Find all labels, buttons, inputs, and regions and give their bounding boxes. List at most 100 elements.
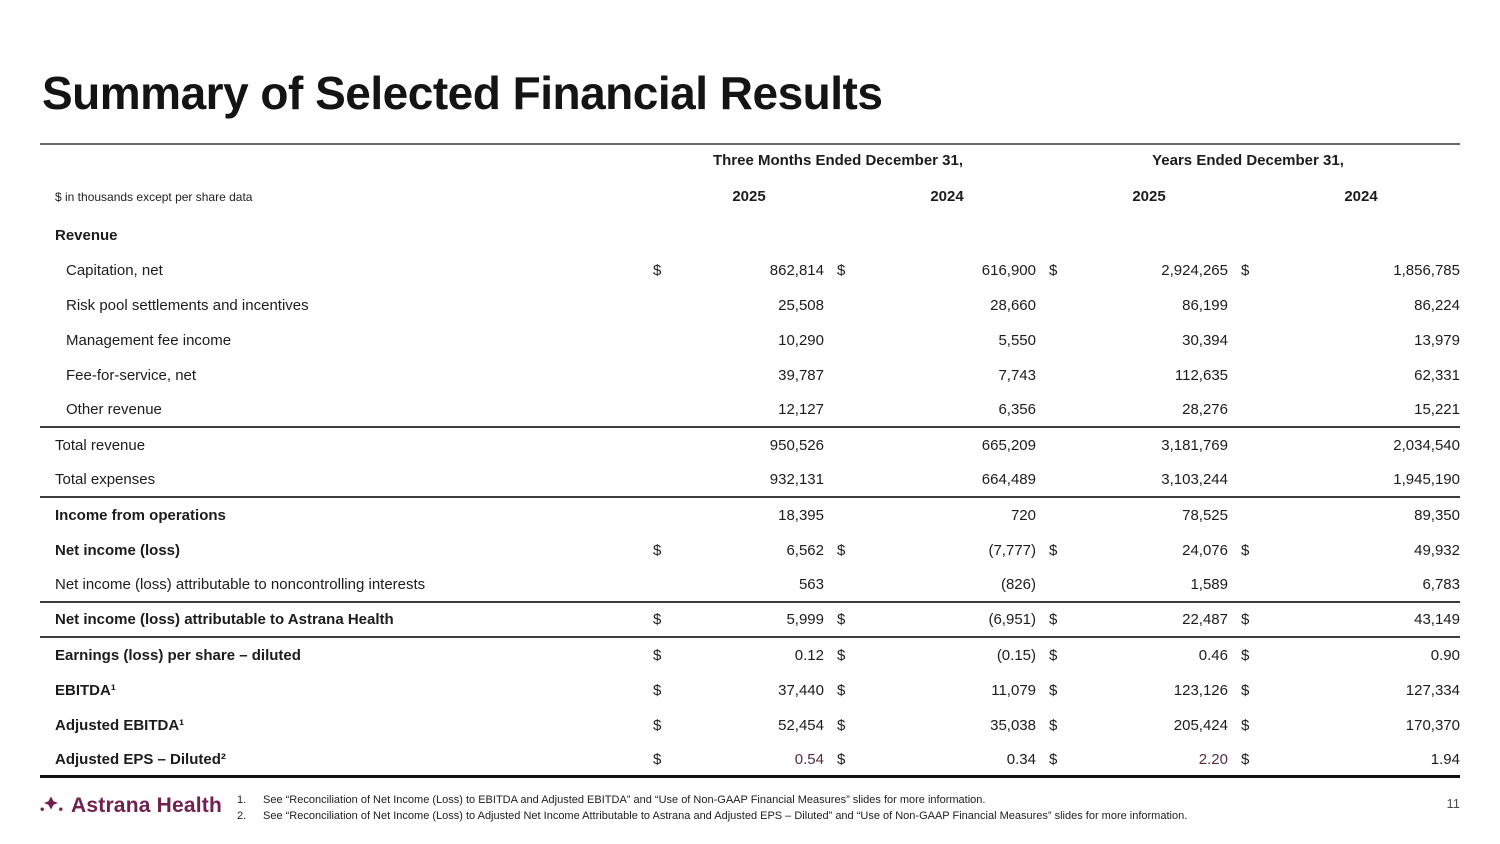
astrana-logo-icon [40, 795, 64, 818]
cell-value: 25,508 [778, 297, 824, 314]
cell-value: 0.12 [794, 647, 824, 664]
cell-value: 127,334 [1405, 682, 1460, 699]
units-note: $ in thousands except per share data [55, 189, 253, 204]
currency-symbol: $ [1241, 647, 1250, 664]
cell-value: 0.54 [794, 750, 824, 768]
cell-value: 7,743 [998, 367, 1036, 384]
currency-symbol: $ [1241, 682, 1250, 699]
cell-value: (0.15) [996, 647, 1036, 664]
company-logo: Astrana Health [40, 794, 237, 818]
cell-value: 112,635 [1174, 367, 1228, 384]
cell-value: 86,199 [1182, 297, 1228, 314]
table-row: Management fee income 10,290 5,550 30,394 13… [40, 323, 1460, 358]
cell-value: 78,525 [1182, 507, 1228, 524]
cell-value: 123,126 [1173, 682, 1228, 699]
currency-symbol: $ [837, 682, 846, 699]
cell-value: 665,209 [981, 437, 1036, 454]
table-row: Other revenue 12,127 6,356 28,276 15,221 [40, 393, 1460, 428]
cell-value: 1.94 [1430, 750, 1460, 768]
cell-value: 0.90 [1430, 647, 1460, 664]
currency-symbol: $ [653, 542, 662, 559]
cell-value: 563 [798, 576, 824, 593]
currency-symbol: $ [1049, 717, 1058, 734]
cell-value: 28,276 [1182, 401, 1228, 418]
cell-value: 3,103,244 [1161, 471, 1228, 488]
cell-value: 616,900 [981, 262, 1036, 279]
currency-symbol: $ [1049, 262, 1058, 279]
slide-footer: Astrana Health 1. See “Reconciliation of… [40, 788, 1460, 824]
cell-value: 5,550 [998, 332, 1036, 349]
currency-symbol: $ [653, 750, 662, 768]
row-label: Earnings (loss) per share – diluted [55, 647, 301, 664]
table-row: Earnings (loss) per share – diluted $0.12… [40, 638, 1460, 673]
table-body: Revenue Capitation, net $862,814 $616,900 $2… [40, 218, 1460, 778]
table-row: Total revenue 950,526 665,209 3,181,769 2,03… [40, 428, 1460, 463]
cell-value: 12,127 [778, 401, 824, 418]
row-label: Other revenue [66, 401, 162, 418]
table-row: Capitation, net $862,814 $616,900 $2,924,26… [40, 253, 1460, 288]
footnote-number: 1. [237, 794, 247, 806]
cell-value: 39,787 [778, 367, 824, 384]
footnote-2: 2. See “Reconciliation of Net Income (Lo… [237, 808, 1400, 824]
currency-symbol: $ [1241, 750, 1250, 768]
currency-symbol: $ [837, 750, 846, 768]
table-row: EBITDA¹ $37,440 $11,079 $123,126 $127,334 [40, 673, 1460, 708]
currency-symbol: $ [653, 611, 662, 628]
cell-value: 6,356 [998, 401, 1036, 418]
cell-value: 18,395 [778, 507, 824, 524]
currency-symbol: $ [1241, 717, 1250, 734]
footnote-number: 2. [237, 810, 247, 822]
col-group-years: Years Ended December 31, [1152, 151, 1344, 169]
table-row: Income from operations 18,395 720 78,525 89,… [40, 498, 1460, 533]
cell-value: 62,331 [1414, 367, 1460, 384]
cell-value: 950,526 [769, 437, 824, 454]
cell-value: 35,038 [990, 717, 1036, 734]
currency-symbol: $ [653, 262, 662, 279]
cell-value: 1,856,785 [1393, 262, 1460, 279]
currency-symbol: $ [1049, 750, 1058, 768]
currency-symbol: $ [1049, 611, 1058, 628]
cell-value: 22,487 [1182, 611, 1228, 628]
row-label: Fee-for-service, net [66, 367, 197, 384]
cell-value: 2,034,540 [1393, 437, 1460, 454]
column-group-header-row: Three Months Ended December 31, Years En… [40, 145, 1460, 175]
table-row: Fee-for-service, net 39,787 7,743 112,635 62… [40, 358, 1460, 393]
table-row: Adjusted EPS – Diluted² $0.54 $0.34 $2.20 $1… [40, 743, 1460, 778]
cell-value: 0.34 [1006, 750, 1036, 768]
currency-symbol: $ [1241, 611, 1250, 628]
cell-value: 24,076 [1182, 542, 1228, 559]
table-row: Adjusted EBITDA¹ $52,454 $35,038 $205,424 $1… [40, 708, 1460, 743]
row-label: Income from operations [55, 507, 226, 524]
cell-value: 1,589 [1190, 576, 1228, 593]
footnote-text: See “Reconciliation of Net Income (Loss)… [263, 810, 1188, 822]
year-header: 2024 [1344, 188, 1378, 205]
table-row: Net income (loss) $6,562 $ (7,777) $24,076 $4… [40, 533, 1460, 568]
cell-value: 86,224 [1414, 297, 1460, 314]
currency-symbol: $ [837, 262, 846, 279]
cell-value: (7,777) [988, 542, 1036, 559]
currency-symbol: $ [1049, 647, 1058, 664]
footnote-1: 1. See “Reconciliation of Net Income (Lo… [237, 792, 1400, 808]
cell-value: 205,424 [1173, 717, 1228, 734]
cell-value: 52,454 [778, 717, 824, 734]
row-label: Total revenue [55, 437, 146, 454]
row-label: Net income (loss) attributable to noncon… [55, 576, 426, 593]
footnote-text: See “Reconciliation of Net Income (Loss)… [263, 794, 986, 806]
row-label: Risk pool settlements and incentives [66, 297, 309, 314]
cell-value: 1,945,190 [1393, 471, 1460, 488]
table-row: Revenue [40, 218, 1460, 253]
currency-symbol: $ [837, 611, 846, 628]
cell-value: 932,131 [769, 471, 824, 488]
table-row: Total expenses 932,131 664,489 3,103,244 1,9… [40, 463, 1460, 498]
currency-symbol: $ [1241, 542, 1250, 559]
cell-value: 43,149 [1414, 611, 1460, 628]
cell-value: 2.20 [1198, 750, 1228, 768]
row-label: Net income (loss) attributable to Astran… [55, 611, 394, 628]
cell-value: 28,660 [990, 297, 1036, 314]
currency-symbol: $ [653, 682, 662, 699]
currency-symbol: $ [653, 717, 662, 734]
cell-value: 720 [1010, 507, 1036, 524]
col-group-three-months: Three Months Ended December 31, [712, 151, 964, 169]
year-header: 2025 [732, 188, 766, 205]
cell-value: 49,932 [1414, 542, 1460, 559]
